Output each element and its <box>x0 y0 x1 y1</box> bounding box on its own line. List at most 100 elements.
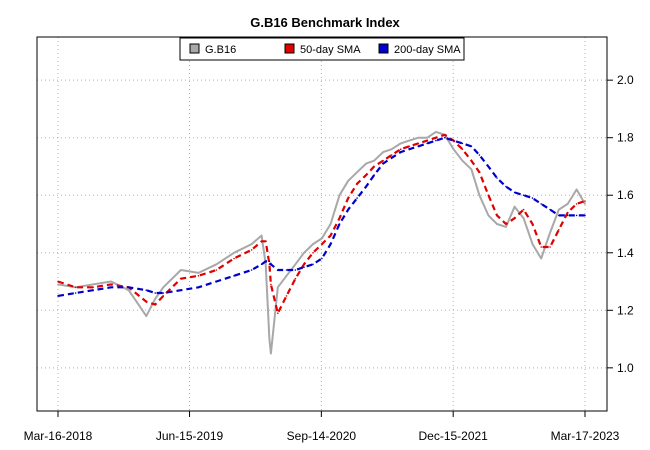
series-0-point <box>312 243 314 245</box>
series-2-point <box>417 145 420 148</box>
series-0-point <box>92 283 94 286</box>
series-0-point <box>127 289 130 292</box>
series-1-point <box>487 194 490 196</box>
series-0-point <box>270 352 272 355</box>
series-0-point <box>250 243 253 245</box>
series-0-point <box>408 139 411 142</box>
series-2-point <box>92 289 94 292</box>
series-2-point <box>162 292 165 294</box>
series-0-point <box>575 188 578 191</box>
series-2-point <box>390 157 393 159</box>
x-tick-label: Mar-17-2023 <box>551 429 620 443</box>
series-1-point <box>470 159 473 162</box>
series-0-point <box>417 136 420 139</box>
legend-label: 50-day SMA <box>300 44 361 56</box>
series-2-point <box>373 174 375 176</box>
series-2-point <box>277 269 279 271</box>
series-1-point <box>162 295 165 297</box>
series-2-point <box>285 269 288 271</box>
series-2-point <box>452 139 455 142</box>
series-0-point <box>505 226 507 228</box>
series-1-point <box>329 234 332 237</box>
x-tick-label: Sep-14-2020 <box>287 429 357 443</box>
series-1-point <box>496 214 498 217</box>
series-1-point <box>435 136 437 139</box>
series-2-point <box>399 151 402 153</box>
series-2-point <box>531 197 534 199</box>
series-2-point <box>356 197 358 199</box>
series-1-point <box>145 300 148 303</box>
series-1-point <box>584 200 586 202</box>
series-0-point <box>321 237 323 240</box>
series-1-point <box>294 277 297 280</box>
series-2-point <box>382 162 384 165</box>
series-0-point <box>285 275 288 277</box>
series-1-point <box>382 159 384 162</box>
series-0-point <box>356 171 358 173</box>
series-0-point <box>558 208 560 211</box>
legend-swatch <box>378 43 389 54</box>
legend-swatch <box>189 43 200 54</box>
axes: 1.0 1.2 1.4 1.6 1.8 2.0 Mar-16-2018 Jun-15-2019… <box>24 73 634 443</box>
series-2-point <box>250 269 253 271</box>
series-0-point <box>487 214 490 217</box>
series-2-point <box>57 295 59 297</box>
series-2-point <box>496 177 498 179</box>
series-0-point <box>294 263 297 266</box>
series-2-point <box>233 275 235 277</box>
series-1-point <box>513 217 516 219</box>
series-1-point <box>74 286 77 289</box>
series-2-point <box>303 266 305 269</box>
series-0-point <box>566 203 569 205</box>
series-0-point <box>145 315 148 317</box>
series-2-point <box>145 289 148 292</box>
series-1-point <box>215 269 218 271</box>
series-0-point <box>303 252 305 254</box>
series-1-point <box>57 280 59 283</box>
series-2-point <box>329 243 332 245</box>
series-0-point <box>268 338 271 340</box>
series-2-point <box>264 260 267 263</box>
series-2-point <box>513 191 516 194</box>
series-2-point <box>522 194 525 196</box>
series-1-point <box>197 275 200 277</box>
series-2-point <box>260 263 263 266</box>
series-2-point <box>558 214 560 217</box>
series-0-point <box>154 298 156 300</box>
series-0-point <box>522 217 525 219</box>
series-1-point <box>92 286 94 289</box>
series-0-point <box>435 131 437 133</box>
series-2-point <box>549 208 551 211</box>
series-1-point <box>417 142 420 145</box>
grid-lines <box>37 37 607 411</box>
series-0-point <box>513 205 516 208</box>
series-1-point <box>180 277 182 280</box>
series-2-point <box>338 223 341 225</box>
series-1-point <box>522 208 525 211</box>
series-2-point <box>575 214 578 217</box>
series-0-point <box>260 234 263 237</box>
series-1-point <box>399 148 402 150</box>
x-tick-label: Mar-16-2018 <box>24 429 93 443</box>
y-tick-label: 1.2 <box>617 303 634 317</box>
series-2-point <box>74 292 77 294</box>
series-0-point <box>233 252 235 254</box>
series-1-point <box>558 229 560 231</box>
series-1-point <box>154 303 156 306</box>
series-2-point <box>365 185 367 188</box>
series-1-point <box>575 203 578 205</box>
series-2-point <box>426 142 429 145</box>
series-2-point <box>197 286 200 289</box>
series-1-point <box>390 154 393 156</box>
series-2-point <box>347 208 350 211</box>
series-0-point <box>452 148 455 150</box>
y-tick-label: 1.4 <box>617 246 634 260</box>
series-2-point <box>584 214 586 217</box>
series-1-point <box>285 295 288 297</box>
legend-swatch <box>284 43 295 54</box>
series-2-point <box>312 263 314 266</box>
series-0-point <box>478 194 481 196</box>
series-0-point <box>215 263 218 266</box>
